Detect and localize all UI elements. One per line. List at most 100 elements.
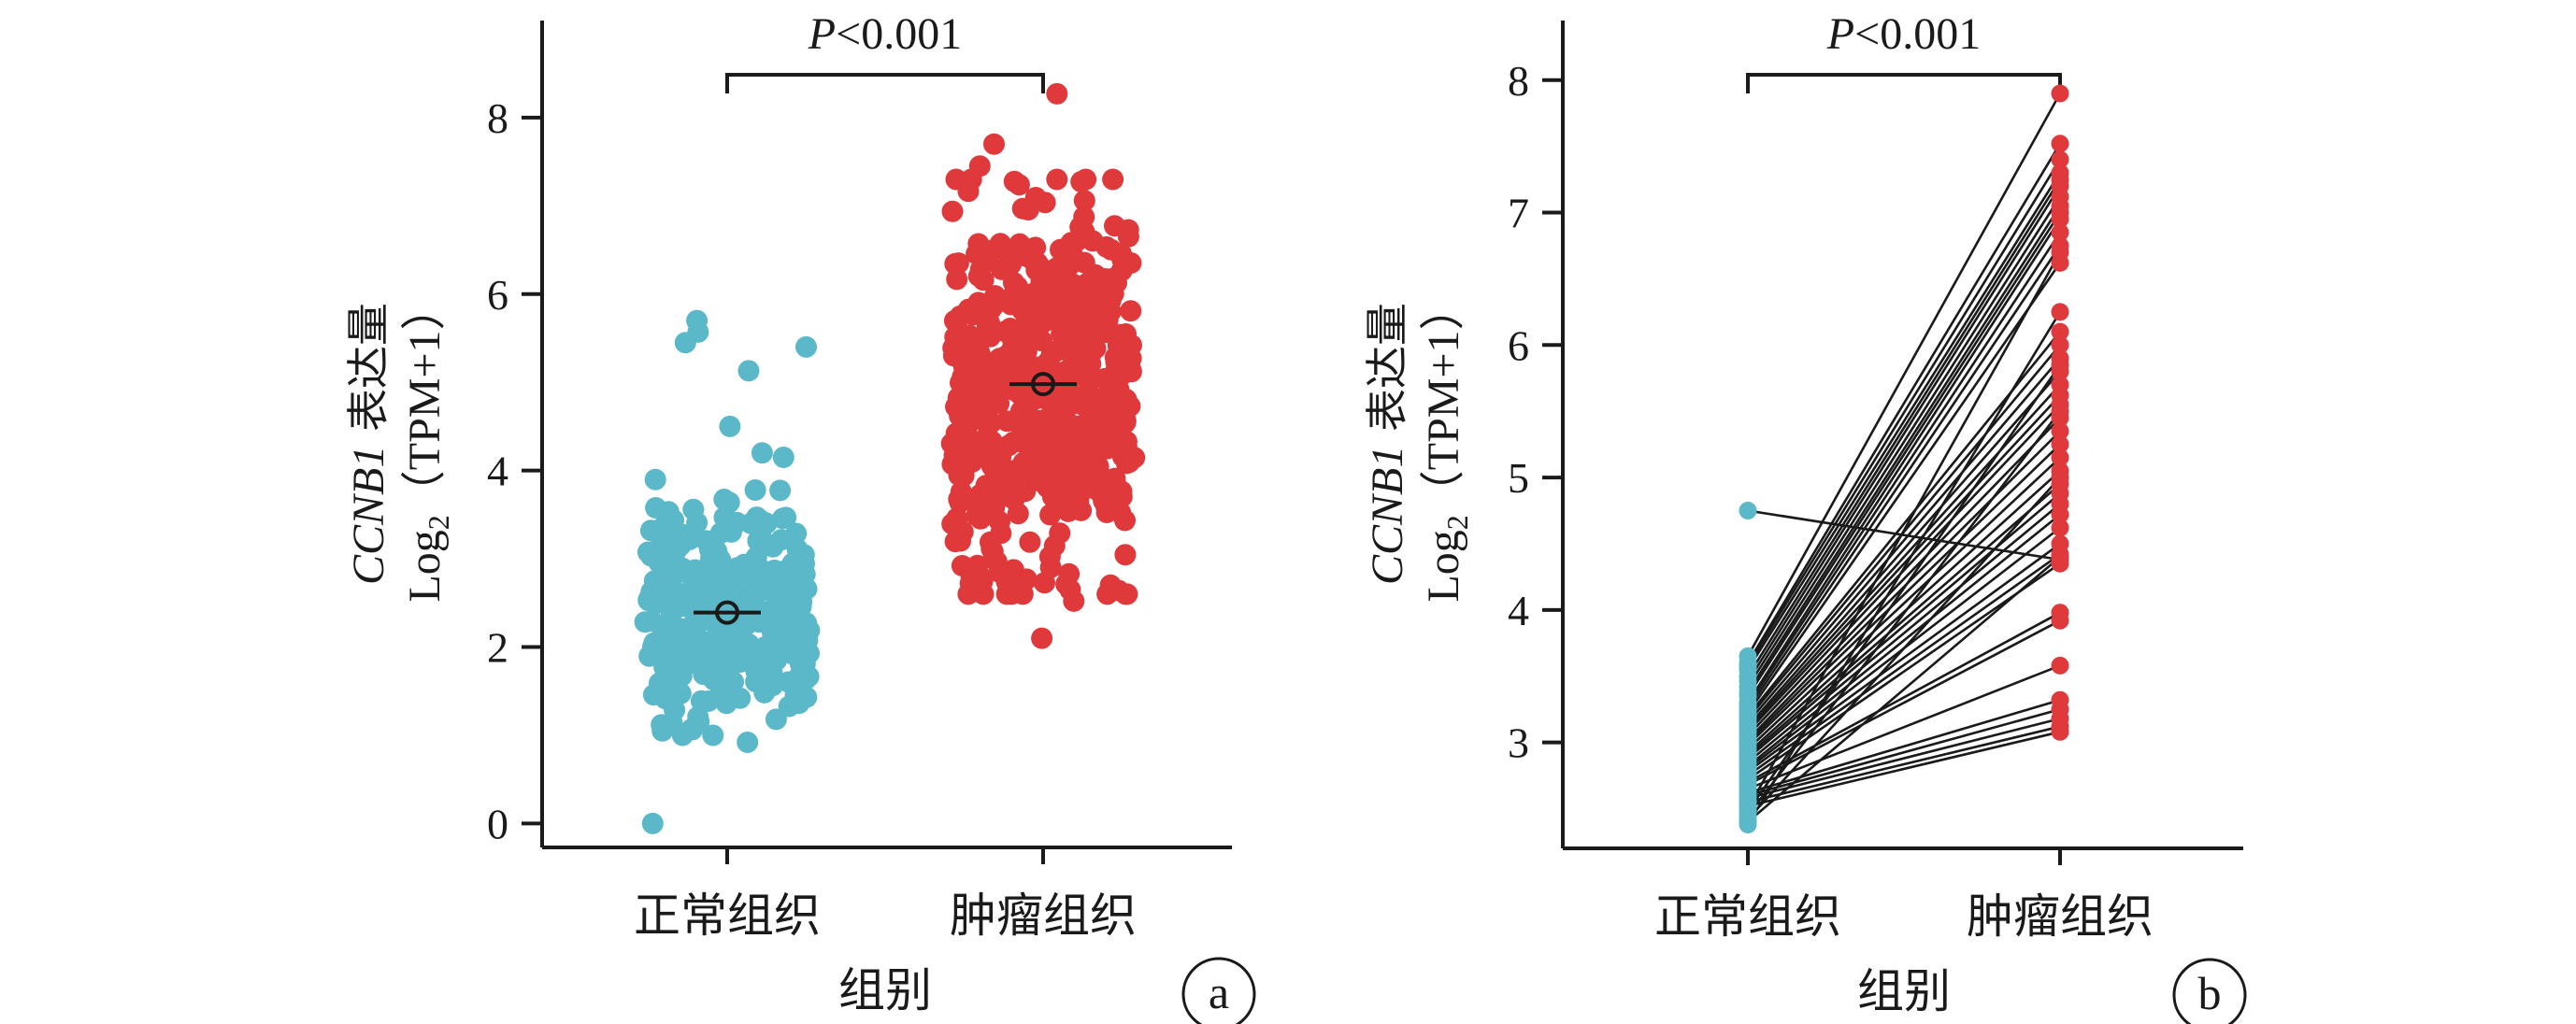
tumor-point	[2051, 422, 2069, 440]
normal-point	[1739, 502, 1757, 519]
pair-line	[1747, 731, 2061, 807]
tumor-point	[969, 573, 991, 595]
tumor-point	[957, 375, 979, 397]
normal-point	[643, 543, 665, 565]
tumor-point	[1053, 467, 1076, 490]
tumor-point	[2051, 84, 2069, 103]
normal-point	[671, 724, 694, 747]
significance-label: P<0.001	[808, 9, 962, 59]
tumor-point	[1030, 448, 1052, 470]
pair-line	[1746, 143, 2062, 664]
tumor-point	[1095, 437, 1118, 460]
panel-label: b	[2198, 967, 2222, 1019]
pair-line	[1746, 211, 2062, 697]
tumor-point	[2051, 303, 2069, 321]
tumor-point	[1062, 273, 1084, 295]
tumor-point	[1087, 479, 1109, 502]
y-axis-gene: CCNB1	[1363, 446, 1412, 585]
tumor-point	[1067, 489, 1090, 511]
x-tick-label: 正常组织	[1654, 889, 1841, 944]
pair-line	[1747, 542, 2061, 773]
pair-line	[1747, 509, 2061, 562]
tumor-point	[1062, 334, 1084, 356]
tumor-point	[1120, 361, 1142, 383]
tumor-point	[1114, 509, 1136, 532]
pair-line	[1746, 251, 2062, 810]
tumor-point	[1104, 361, 1126, 383]
pair-line	[1746, 245, 2062, 710]
pair-line	[1747, 664, 2061, 790]
significance-letter: P	[1826, 9, 1854, 59]
tumor-point	[2051, 135, 2069, 153]
tumor-point	[2051, 435, 2069, 454]
normal-point	[692, 654, 714, 676]
x-tick-label: 肿瘤组织	[950, 889, 1137, 943]
tumor-point	[1038, 546, 1061, 568]
panel-label: a	[1209, 966, 1229, 1018]
tumor-point	[947, 433, 969, 455]
normal-point	[661, 603, 683, 625]
pair-line	[1747, 619, 2061, 787]
tumor-point	[1015, 568, 1038, 590]
tumor-point	[1100, 238, 1123, 261]
y-tick-label: 8	[1508, 57, 1529, 105]
tumor-point	[1109, 323, 1132, 346]
pair-line	[1747, 725, 2061, 804]
normal-point	[744, 479, 766, 501]
tumor-point	[1058, 562, 1080, 585]
tumor-point	[2051, 611, 2069, 630]
pair-line	[1746, 159, 2062, 667]
tumor-point	[957, 298, 980, 320]
tumor-point	[1120, 300, 1142, 322]
normal-point	[762, 535, 784, 558]
normal-point	[1739, 816, 1757, 833]
normal-point	[795, 335, 817, 358]
y-tick-label: 7	[1508, 190, 1529, 237]
pair-line	[1747, 456, 2061, 750]
tumor-point	[1034, 572, 1055, 594]
tumor-point	[951, 555, 973, 576]
y-axis-title-line1: CCNB1 表达量	[1362, 303, 1412, 585]
normal-point	[738, 606, 761, 628]
pair-line	[1747, 417, 2061, 741]
y-axis-log: Log	[400, 530, 450, 602]
normal-point	[644, 468, 666, 491]
tumor-point	[1037, 416, 1059, 437]
y-tick-label: 6	[1508, 321, 1529, 369]
y-tick-label: 8	[487, 94, 508, 142]
tumor-point	[1008, 174, 1030, 196]
significance-value: <0.001	[1854, 9, 1981, 59]
tumor-point	[1073, 190, 1095, 212]
pair-line	[1747, 443, 2061, 747]
x-tick-label: 肿瘤组织	[1967, 889, 2154, 944]
significance-bracket	[1746, 73, 2062, 93]
tumor-point	[1052, 257, 1075, 279]
significance-label: P<0.001	[1826, 9, 1981, 59]
normal-point	[713, 489, 736, 510]
tumor-point	[959, 490, 980, 511]
normal-point	[745, 660, 767, 682]
tumor-point	[2051, 722, 2069, 741]
pair-line	[1747, 383, 2061, 731]
x-axis-title: 组别	[1857, 964, 1951, 1018]
pair-line	[1746, 185, 2062, 683]
y-axis-quantity: 表达量	[1362, 303, 1412, 446]
x-axis-title: 组别	[838, 963, 932, 1017]
normal-point	[686, 512, 708, 533]
pair-line	[1747, 370, 2061, 728]
pair-line	[1746, 410, 2062, 817]
tumor-point	[1031, 627, 1053, 649]
normal-point	[695, 530, 718, 552]
significance-letter: P	[808, 9, 836, 59]
tumor-point	[952, 461, 975, 482]
y-tick-label: 0	[487, 800, 508, 847]
normal-point	[639, 519, 662, 542]
normal-point	[765, 708, 787, 731]
tumor-point	[1076, 384, 1097, 406]
tumor-point	[1106, 272, 1127, 294]
tumor-point	[1114, 583, 1137, 605]
tumor-point	[945, 168, 967, 191]
tumor-point	[980, 537, 1003, 560]
tumor-point	[983, 133, 1005, 155]
